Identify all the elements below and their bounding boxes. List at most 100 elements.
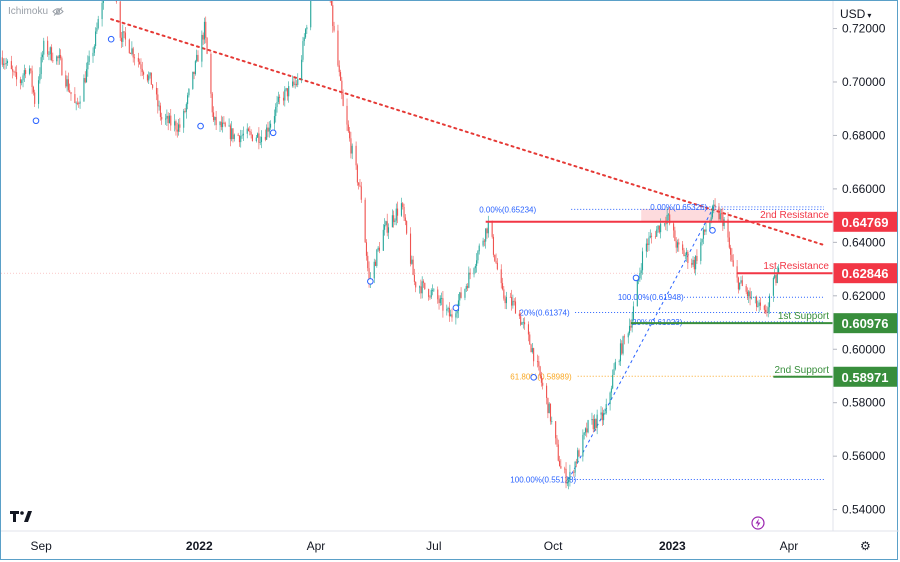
gear-icon[interactable]: ⚙ (860, 539, 871, 553)
currency-menu[interactable]: USD ▾ (840, 7, 871, 21)
candle-body (367, 255, 369, 269)
candle-body (61, 58, 63, 76)
candle-body (310, 1, 312, 28)
candle-body (530, 344, 532, 353)
candle-body (250, 132, 252, 135)
candle-body (736, 266, 738, 278)
candle-body (258, 133, 260, 143)
candle-body (424, 282, 426, 290)
candle-body (65, 75, 67, 87)
candle-body (377, 247, 379, 250)
candle-body (536, 361, 539, 363)
candle-body (277, 96, 279, 102)
candle-body (34, 92, 36, 104)
event-marker (367, 278, 374, 285)
candle-body (5, 63, 7, 65)
candle-body (88, 56, 90, 62)
candle-body (492, 236, 495, 255)
candle-body (38, 80, 40, 104)
candle-body (215, 116, 217, 126)
candle-body (402, 203, 404, 207)
candle-body (128, 39, 130, 54)
candle-body (268, 127, 270, 132)
fib-label: 0.00%(0.65326) (650, 203, 707, 212)
indicator-tag[interactable]: Ichimoku (8, 6, 64, 17)
candle-body (696, 255, 698, 261)
candle-body (728, 237, 730, 248)
candle-body (623, 336, 625, 338)
candles (1, 1, 780, 490)
candle-body (282, 97, 285, 101)
level-name: 1st Support (778, 311, 829, 322)
candle-body (374, 261, 377, 266)
eye-hidden-icon[interactable] (52, 7, 64, 16)
candle-body (83, 78, 85, 102)
candle-body (768, 295, 771, 308)
candle-body (260, 136, 263, 143)
candle-body (333, 26, 335, 31)
x-tick-label: Sep (30, 539, 52, 553)
candle-body (193, 71, 195, 74)
candle-body (39, 74, 41, 81)
candle-body (49, 47, 51, 55)
candle-body (1, 57, 3, 65)
candle-body (400, 203, 402, 216)
candle-body (10, 61, 12, 69)
candle-body (673, 223, 675, 231)
candle-body (141, 68, 143, 73)
event-marker (197, 122, 204, 130)
candle-body (419, 286, 421, 288)
candle-body (718, 206, 720, 220)
candle-body (512, 300, 514, 306)
candle-body (174, 121, 176, 126)
candle-body (132, 48, 134, 58)
candle-body (167, 115, 169, 123)
candle-body (93, 46, 95, 53)
candle-body (115, 1, 117, 2)
candle-body (713, 204, 715, 207)
candle-body (584, 428, 587, 433)
candle-body (66, 79, 68, 87)
candle-body (448, 307, 450, 317)
candle-body (704, 229, 706, 232)
candle-body (663, 223, 666, 225)
candle-body (438, 299, 440, 304)
candle-body (439, 298, 441, 304)
candle-body (22, 75, 24, 81)
lightning-icon[interactable] (751, 516, 765, 535)
candle-body (630, 325, 632, 328)
candle-body (337, 30, 339, 66)
candle-body (745, 286, 747, 292)
candle-body (306, 27, 308, 30)
candle-body (270, 123, 272, 128)
candle-body (568, 479, 570, 483)
candle-body (501, 283, 504, 290)
candle-body (19, 79, 21, 84)
candle-body (201, 34, 203, 62)
resistance-zone-box (641, 208, 722, 222)
candle-body (591, 419, 593, 421)
candle-body (412, 259, 414, 276)
x-tick-label: Jul (426, 539, 441, 553)
candle-body (249, 130, 251, 133)
candle-body (564, 468, 566, 470)
x-tick-label: Apr (780, 539, 799, 553)
candle-body (684, 255, 686, 257)
candle-body (276, 101, 278, 107)
candle-body (119, 1, 121, 38)
candle-body (766, 311, 768, 313)
candle-body (231, 128, 233, 140)
candle-body (645, 243, 647, 252)
candle-body (719, 213, 721, 220)
level-price-tag (833, 366, 897, 387)
candle-body (758, 302, 760, 306)
candle-body (441, 298, 443, 300)
candle-body (473, 268, 475, 275)
candle-body (682, 244, 684, 251)
y-tick-label: 0.56000 (842, 449, 886, 463)
candle-body (259, 142, 261, 143)
candle-body (137, 57, 139, 62)
candle-body (155, 87, 158, 95)
candle-body (393, 215, 395, 223)
